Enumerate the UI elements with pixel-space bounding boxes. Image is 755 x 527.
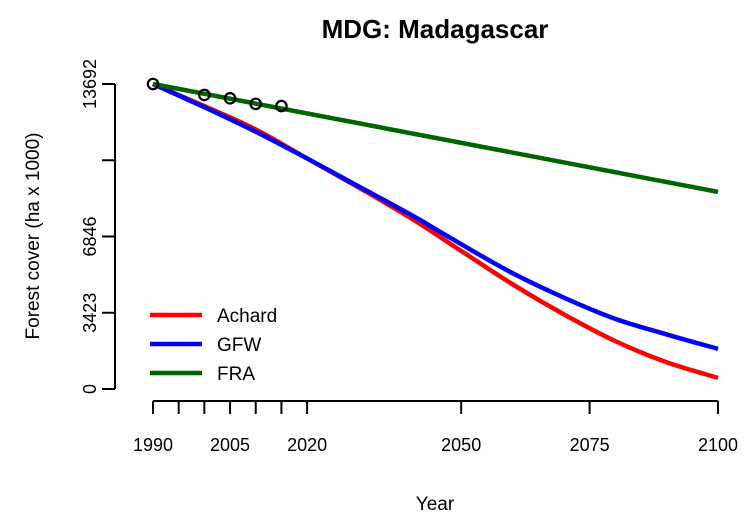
x-tick-label-2020: 2020	[287, 435, 327, 455]
y-tick-label-13692: 13692	[80, 59, 100, 109]
x-tick-label-2075: 2075	[570, 435, 610, 455]
y-tick-label-3423: 3423	[80, 293, 100, 333]
legend-label-gfw: GFW	[217, 335, 261, 356]
series-line-fra	[152, 81, 719, 195]
y-tick-label-0: 0	[80, 384, 100, 394]
legend: Achard GFW FRA	[150, 306, 277, 385]
observed-point	[275, 99, 288, 113]
legend-label-achard: Achard	[217, 306, 277, 327]
plot-area	[146, 77, 719, 381]
x-axis-label: Year	[416, 494, 455, 515]
observed-point	[223, 92, 237, 105]
observed-point	[146, 77, 160, 91]
x-axis-ticks: 1990 2005 2020 2050 2075 2100	[133, 401, 738, 455]
x-tick-label-1990: 1990	[133, 435, 173, 455]
x-tick-label-2005: 2005	[210, 435, 250, 455]
chart-title: MDG: Madagascar	[322, 14, 549, 44]
legend-label-fra: FRA	[217, 364, 255, 385]
series-line-gfw	[152, 81, 719, 352]
x-tick-label-2050: 2050	[441, 435, 481, 455]
y-axis-ticks: 0 3423 6846 13692	[80, 59, 115, 394]
y-tick-label-6846: 6846	[80, 216, 100, 256]
observed-point	[198, 88, 211, 102]
observed-point	[249, 97, 263, 111]
y-axis-label: Forest cover (ha x 1000)	[23, 133, 44, 340]
x-tick-label-2100: 2100	[698, 435, 738, 455]
